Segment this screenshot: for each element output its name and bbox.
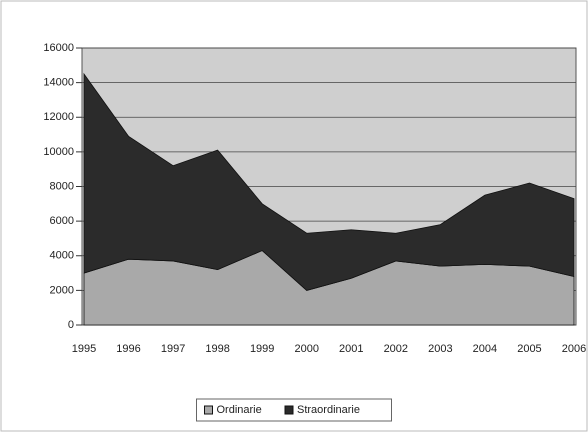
legend: Ordinarie Straordinarie xyxy=(196,398,392,422)
legend-swatch xyxy=(284,405,294,415)
y-tick-label: 8000 xyxy=(50,180,74,192)
legend-label: Straordinarie xyxy=(297,404,360,416)
x-tick-label: 2006 xyxy=(562,343,586,355)
legend-swatch xyxy=(204,405,213,415)
x-tick-label: 2005 xyxy=(517,343,541,355)
x-tick-label: 1995 xyxy=(72,343,96,355)
x-tick-label: 1997 xyxy=(161,343,185,355)
x-tick-label: 2002 xyxy=(384,343,408,355)
legend-box xyxy=(196,398,392,422)
y-tick-label: 10000 xyxy=(43,146,74,158)
legend-label: Ordinarie xyxy=(217,404,262,416)
area xyxy=(83,72,575,291)
y-tick-label: 14000 xyxy=(43,77,74,89)
y-tick-label: 12000 xyxy=(43,111,74,123)
x-tick-label: 2004 xyxy=(473,343,497,355)
y-tick-label: 2000 xyxy=(50,284,74,296)
x-tick-label: 1999 xyxy=(250,343,274,355)
x-tick-label: 2001 xyxy=(339,343,363,355)
y-tick-label: 0 xyxy=(68,319,74,331)
x-tick-label: 1998 xyxy=(205,343,229,355)
x-tick-label: 2000 xyxy=(294,343,318,355)
x-tick-label: 2003 xyxy=(428,343,452,355)
y-tick-label: 4000 xyxy=(50,250,74,262)
y-tick-label: 6000 xyxy=(50,215,74,227)
x-tick-label: 1996 xyxy=(116,343,140,355)
y-tick-label: 16000 xyxy=(43,42,74,54)
